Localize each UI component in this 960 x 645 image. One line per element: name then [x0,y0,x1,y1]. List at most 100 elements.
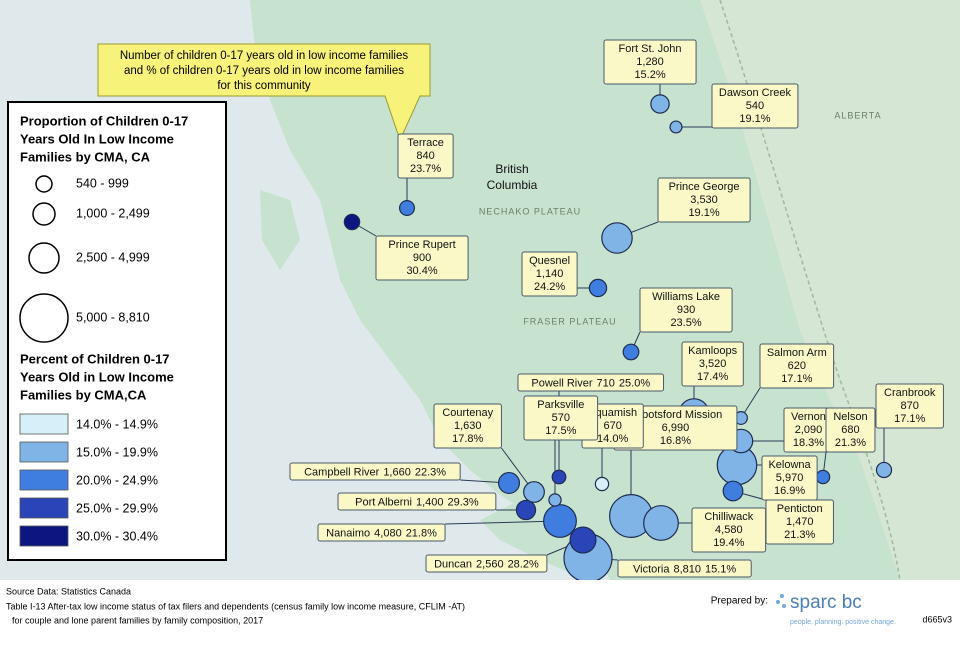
community-bubble [515,499,537,521]
label-percent-label: 24.2% [534,281,565,293]
callout-line: and % of children 0-17 years old in low … [124,65,404,77]
label-percent-label: 22.3% [415,466,446,478]
logo: sparc bc [790,592,862,613]
label-percent-label: 28.2% [508,558,539,570]
footer-bg [0,580,960,640]
label-name: Dawson Creek [719,87,792,99]
label-name: Prince Rupert [388,239,455,251]
legend-color-label: 30.0% - 30.4% [76,529,158,543]
code: d665v3 [922,614,952,624]
label-box [711,83,799,129]
label-percent-label: 23.5% [670,317,701,329]
legend-color-label: 15.0% - 19.9% [76,445,158,459]
community-bubble [622,343,640,361]
community-bubble [875,461,893,479]
label-box [317,523,446,542]
legend-size-label: 1,000 - 2,499 [76,206,150,220]
label-name: Chilliwack [704,511,753,523]
label-percent-label: 21.3% [835,437,866,449]
legend-size-label: 5,000 - 8,810 [76,310,150,324]
label-percent-label: 30.4% [406,265,437,277]
label-box [657,177,751,223]
label-name: Penticton [777,503,823,515]
label-name: Campbell River [304,466,380,478]
label-count-label: 1,280 [636,56,664,68]
legend-title: Proportion of Children 0-17 [20,113,188,128]
label-name: Powell River [531,377,592,389]
label-count-label: 670 [603,420,621,432]
community-bubble [569,526,597,554]
region-label: ALBERTA [834,110,881,120]
legend-size-symbol [32,202,56,226]
label-count-label: 8,810 [673,563,701,575]
label-count-label: 1,470 [786,516,814,528]
label-percent-label: 17.5% [545,425,576,437]
label-box [397,133,454,179]
legend-size-symbol [19,293,69,343]
community-bubble [643,505,679,541]
community-bubble [722,480,744,502]
prepared-by: Prepared by: [711,596,768,607]
community-bubble [669,120,683,134]
callout-bubble [97,43,431,142]
label-name: Prince George [669,181,740,193]
label-percent-label: 14.0% [597,433,628,445]
label-percent-label: 23.7% [410,163,441,175]
label-text: Powell River 710 25.0% [531,377,650,389]
label-percent-label: 18.3% [793,437,824,449]
province-label: Columbia [487,178,538,192]
label-box [523,395,599,441]
community-bubble [523,481,545,503]
label-percent-label: 29.3% [448,496,479,508]
label-percent-label: 21.8% [406,527,437,539]
legend-size-label: 2,500 - 4,999 [76,250,150,264]
community-bubble [815,469,831,485]
legend-color-label: 14.0% - 14.9% [76,417,158,431]
label-percent-label: 17.8% [452,433,483,445]
community-label: Victoria 8,810 15.1% [617,559,752,578]
label-box [639,287,733,333]
label-name: Squamish [588,407,637,419]
label-name: Duncan [434,558,472,570]
legend-swatch [19,469,69,491]
logo-dot [782,604,786,608]
legend-title: Years Old In Low Income [20,131,174,146]
community-bubble [551,469,567,485]
label-percent-label: 17.1% [781,373,812,385]
community-bubble [398,199,416,217]
label-name: Kelowna [768,459,811,471]
label-box [603,39,697,85]
logo-dot [776,600,780,604]
community-bubble [650,94,670,114]
label-name: Salmon Arm [767,347,827,359]
label-name: Nelson [833,411,867,423]
legend-title: Families by CMA,CA [20,387,147,402]
community-bubble [497,471,521,495]
community-label: Powell River 710 25.0% [517,373,665,392]
label-count-label: 710 [597,377,615,389]
label-count-label: 900 [413,252,431,264]
legend-title: Families by CMA, CA [20,149,151,164]
label-percent-label: 19.1% [739,113,770,125]
label-percent-label: 19.1% [688,207,719,219]
community-label: Duncan 2,560 28.2% [425,554,548,573]
label-name: Vernon [791,411,826,423]
label-count-label: 2,560 [476,558,504,570]
label-box [521,251,578,297]
label-box [617,559,752,578]
label-percent-label: 19.4% [713,537,744,549]
label-count-label: 3,530 [690,194,718,206]
label-percent-label: 15.2% [634,69,665,81]
label-count-label: 1,140 [536,268,564,280]
legend-size-symbol [35,175,53,193]
callout: Number of children 0-17 years old in low… [97,43,431,142]
